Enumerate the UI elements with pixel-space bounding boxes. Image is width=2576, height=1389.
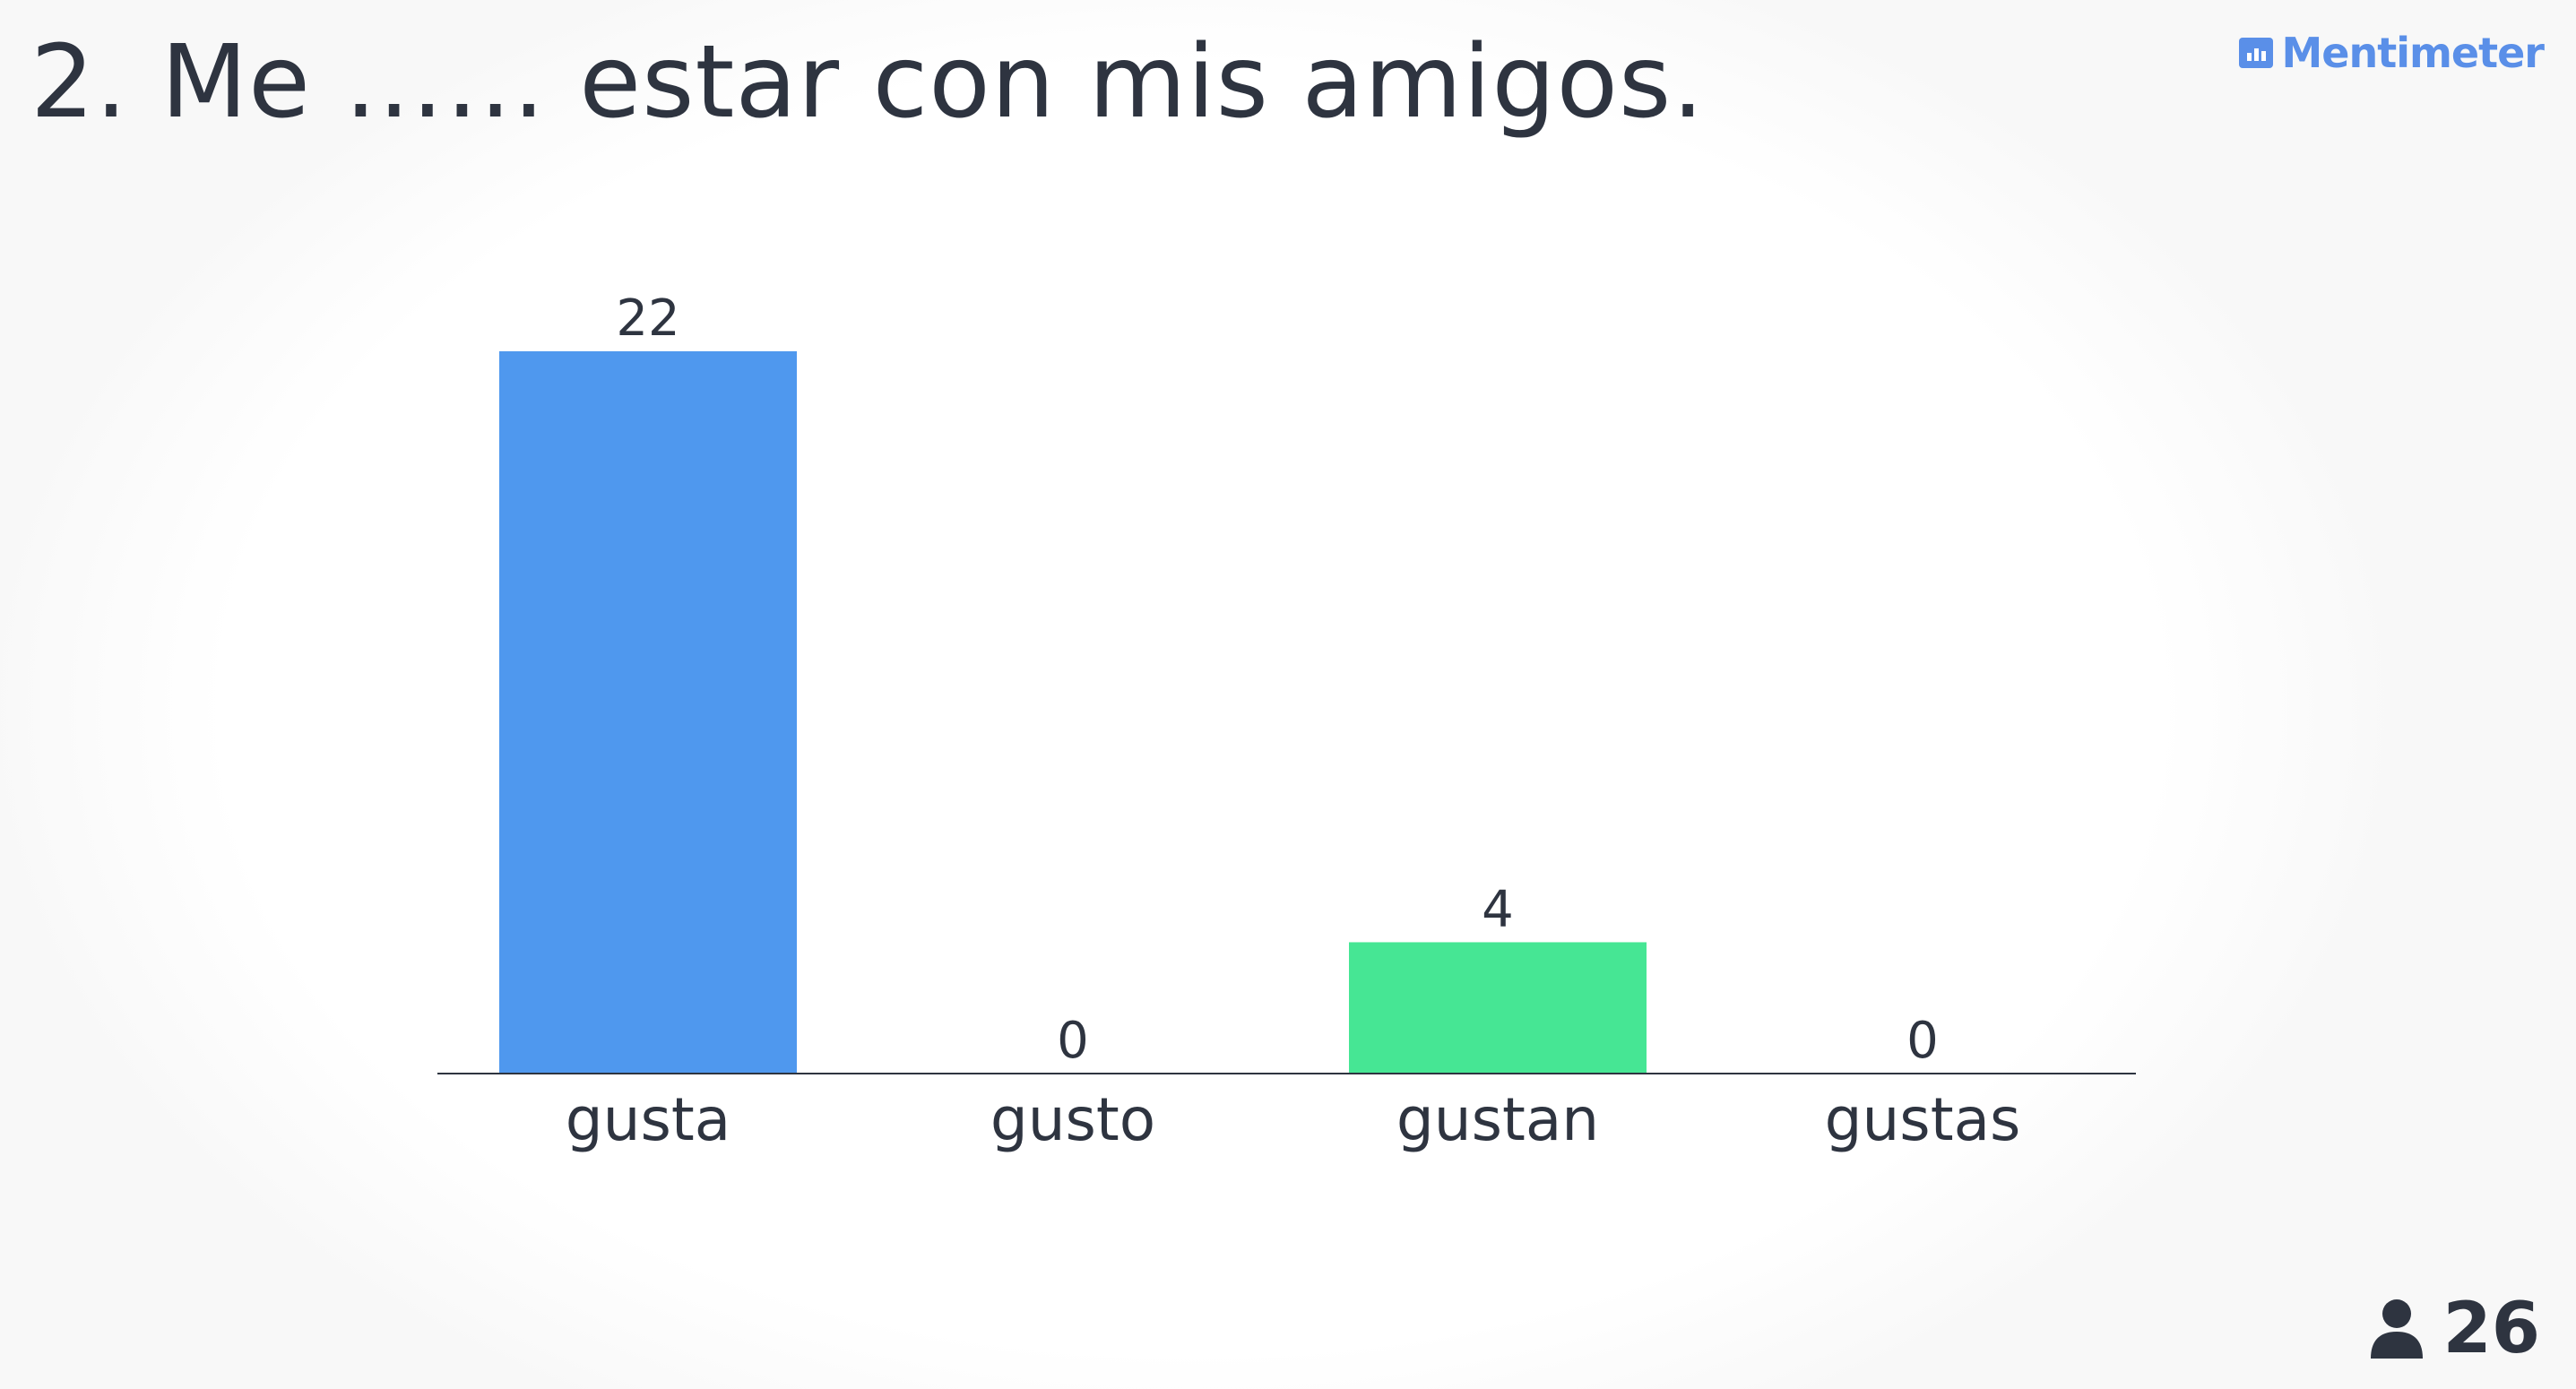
participant-count: 26 [2442,1289,2540,1369]
category-label-gustan: gustan [1396,1085,1599,1154]
value-label-gustas: 0 [1906,1012,1939,1070]
mentimeter-logo[interactable]: Mentimeter [2238,29,2545,77]
mentimeter-logo-text: Mentimeter [2281,29,2545,77]
category-label-gusta: gusta [566,1085,730,1154]
value-label-gusta: 22 [616,289,679,348]
participant-counter: 26 [2369,1289,2540,1369]
value-label-gustan: 4 [1482,880,1514,938]
category-label-gusto: gusto [990,1085,1155,1154]
chart-bars [499,351,1647,1074]
bar-gustan [1349,942,1647,1074]
chart-category-labels: gusta gusto gustan gustas [566,1085,2021,1154]
category-label-gustas: gustas [1825,1085,2021,1154]
mentimeter-logo-icon [2238,38,2273,68]
slide-title: 2. Me …… estar con mis amigos. [30,24,1705,141]
bar-gusta [499,351,797,1074]
value-label-gusto: 0 [1057,1012,1089,1070]
chart-value-labels: 22 0 4 0 [616,289,1938,1070]
person-icon [2371,1299,2424,1359]
